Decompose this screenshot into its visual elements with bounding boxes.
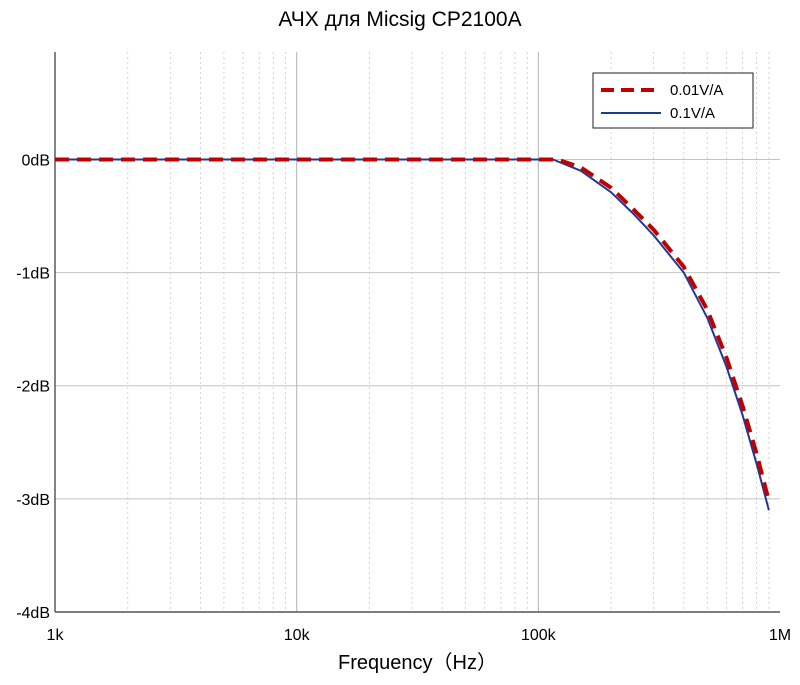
- y-tick-label: -1dB: [16, 266, 50, 283]
- series-lines: [55, 157, 771, 511]
- legend: 0.01V/A 0.1V/A: [592, 72, 754, 129]
- x-tick-label: 1k: [47, 627, 65, 644]
- x-axis-label: Frequency（Hz）: [338, 651, 497, 674]
- x-tick-label: 10k: [284, 627, 311, 644]
- legend-box: [592, 72, 754, 129]
- y-tick-label: -3dB: [16, 492, 50, 509]
- y-tick-label: 0dB: [22, 152, 50, 169]
- legend-label: 0.1V/A: [670, 105, 715, 122]
- x-tick-labels: 1k 10k 100k 1M: [47, 627, 792, 644]
- x-tick-label: 1M: [769, 627, 791, 644]
- y-tick-labels: 0dB -1dB -2dB -3dB -4dB: [16, 152, 50, 622]
- minor-grid: [127, 52, 770, 612]
- axes: [54, 52, 780, 613]
- y-tick-label: -2dB: [16, 379, 50, 396]
- chart-title: АЧХ для Micsig CP2100A: [278, 8, 522, 31]
- major-grid: [55, 52, 780, 612]
- y-tick-label: -4dB: [16, 605, 50, 622]
- series-line-0-01V-A: [55, 157, 771, 502]
- legend-label: 0.01V/A: [670, 82, 723, 99]
- x-tick-label: 100k: [521, 627, 557, 644]
